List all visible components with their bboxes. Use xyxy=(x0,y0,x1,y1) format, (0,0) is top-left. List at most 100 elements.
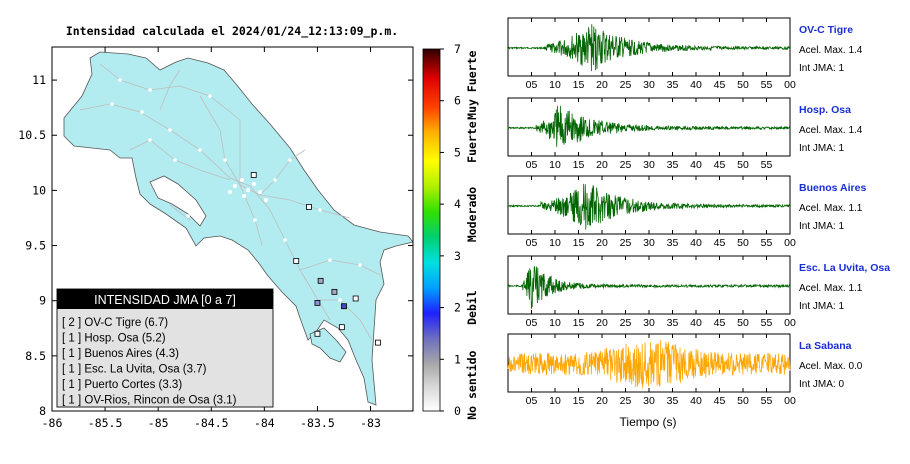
waveform-tick-label: 20 xyxy=(596,79,608,91)
map-x-tick-label: -84 xyxy=(254,416,275,430)
station-marker xyxy=(293,258,300,264)
waveform-tick-label: 55 xyxy=(761,317,773,329)
map-x-tick-label: -83 xyxy=(360,416,381,430)
waveform-tick-label: 05 xyxy=(526,317,538,329)
waveform-trace xyxy=(507,105,791,147)
map-frame xyxy=(51,46,414,412)
waveform-tick-label: 00 xyxy=(784,79,796,91)
colorbar-gradient xyxy=(422,48,441,412)
station-marker xyxy=(314,300,321,306)
waveform-tick-label: 40 xyxy=(690,159,702,171)
waveform-tick-label: 05 xyxy=(526,237,538,249)
waveform-tick-label: 55 xyxy=(761,237,773,249)
legend-entry: [ 1 ] Hosp. Osa (5.2) xyxy=(62,333,166,345)
map-y-axis: 11 10.5 10 9.5 9 8.5 8 xyxy=(18,73,413,418)
station-marker xyxy=(331,288,338,295)
station-name: Hosp. Osa xyxy=(799,104,851,116)
waveform-panel: 05 10 15 20 25 30 35 40 45 50 55 00 OV-C Tigre Acel. … xyxy=(507,17,863,91)
waveform-tick-label: 10 xyxy=(549,79,561,91)
legend-entry: [ 2 ] OV-C Tigre (6.7) xyxy=(62,317,168,329)
waveform-tick-label: 30 xyxy=(643,159,655,171)
jma-intensity-label: Int JMA: 0 xyxy=(799,379,844,390)
town-markers xyxy=(110,78,362,302)
waveform-tick-label: 40 xyxy=(690,79,702,91)
waveform-tick-label: 40 xyxy=(690,317,702,329)
accel-max-label: Acel. Max. 1.4 xyxy=(799,125,863,136)
waveform-frame xyxy=(507,255,791,315)
legend-title: INTENSIDAD JMA [0 a 7] xyxy=(94,293,236,307)
waveform-trace xyxy=(507,339,791,389)
waveform-trace xyxy=(507,183,791,230)
colorbar-tick-label: 5 xyxy=(454,145,461,159)
waveform-tick-label: 45 xyxy=(714,317,726,329)
colorbar-category-label: Debil xyxy=(465,290,479,325)
jma-intensity-label: Int JMA: 1 xyxy=(799,221,844,232)
waveform-tick-label: 10 xyxy=(549,237,561,249)
waveform-tick-label: 25 xyxy=(620,79,632,91)
waveform-tick-label: 35 xyxy=(667,237,679,249)
station-name: Buenos Aires xyxy=(799,182,866,194)
time-axis-label: Tiempo (s) xyxy=(620,415,677,429)
intensity-colorbar: 0 1 2 3 4 5 6 7 No sentido Debil Moderado FuerteMu… xyxy=(422,42,479,420)
waveform-tick-label: 50 xyxy=(737,395,749,407)
waveform-tick-label: 45 xyxy=(714,159,726,171)
colorbar-category-label: Fuerte xyxy=(465,121,479,163)
colorbar-tick-label: 4 xyxy=(454,197,461,211)
map-x-tick-label: -84.5 xyxy=(194,416,229,430)
waveform-tick-label: 10 xyxy=(549,317,561,329)
waveform-tick-label: 35 xyxy=(667,159,679,171)
waveform-tick-label: 20 xyxy=(596,395,608,407)
map-x-tick-label: -83.5 xyxy=(300,416,335,430)
station-marker xyxy=(306,204,312,210)
waveform-tick-label: 35 xyxy=(667,395,679,407)
legend-entry: [ 1 ] Puerto Cortes (3.3) xyxy=(62,379,182,391)
jma-intensity-label: Int JMA: 1 xyxy=(799,143,844,154)
colorbar-tick-label: 1 xyxy=(454,352,461,366)
station-marker xyxy=(352,295,359,302)
waveform-panel: 05 10 15 20 25 30 35 40 45 50 55 Hosp. Osa Acel. Max… xyxy=(507,97,863,171)
colorbar-tick-label: 7 xyxy=(454,42,461,56)
waveform-tick-label: 55 xyxy=(761,79,773,91)
accel-max-label: Acel. Max. 1.1 xyxy=(799,203,863,214)
waveform-tick-label: 35 xyxy=(667,79,679,91)
map-x-tick-label: -86 xyxy=(42,416,63,430)
waveform-tick-label: 40 xyxy=(690,395,702,407)
map-x-tick-label: -85 xyxy=(148,416,169,430)
station-name: OV-C Tigre xyxy=(799,24,853,36)
waveform-tick-label: 50 xyxy=(737,237,749,249)
waveform-trace xyxy=(507,266,791,309)
waveform-tick-label: 10 xyxy=(549,159,561,171)
waveform-tick-label: 20 xyxy=(596,317,608,329)
waveform-tick-label: 30 xyxy=(643,395,655,407)
waveform-tick-label: 30 xyxy=(643,79,655,91)
station-marker xyxy=(338,324,345,331)
waveform-tick-label: 15 xyxy=(573,395,585,407)
jma-intensity-label: Int JMA: 1 xyxy=(799,63,844,74)
waveform-tick-label: 50 xyxy=(737,79,749,91)
colorbar-category-label: Moderado xyxy=(465,187,479,242)
station-marker xyxy=(314,330,321,337)
accel-max-label: Acel. Max. 1.1 xyxy=(799,283,863,294)
legend-entry: [ 1 ] OV-Rios, Rincon de Osa (3.1) xyxy=(62,395,237,407)
waveform-tick-label: 00 xyxy=(784,237,796,249)
waveform-panel: 05 10 15 20 25 30 35 40 45 50 55 00 La Sabana Acel. M… xyxy=(507,333,863,407)
nicoya-gulf xyxy=(149,175,207,227)
intensity-legend: INTENSIDAD JMA [0 a 7] [ 2 ] OV-C Tigre … xyxy=(56,288,274,408)
station-marker xyxy=(375,339,381,346)
waveform-tick-label: 45 xyxy=(714,237,726,249)
waveform-tick-label: 20 xyxy=(596,159,608,171)
map-x-axis: -86 -85.5 -85 -84.5 -84 -83.5 -83 xyxy=(42,47,381,430)
map-y-tick-label: 8.5 xyxy=(25,349,46,363)
map-y-tick-label: 9.5 xyxy=(25,239,46,253)
waveform-tick-label: 30 xyxy=(643,317,655,329)
map-y-tick-label: 10.5 xyxy=(18,128,46,142)
colorbar-category-label: Muy Fuerte xyxy=(465,51,479,120)
map-x-tick-label: -85.5 xyxy=(88,416,123,430)
waveform-panel: 05 10 15 20 25 30 35 40 45 50 55 00 Esc. La Uvita, O… xyxy=(507,255,890,329)
waveform-tick-label: 25 xyxy=(620,237,632,249)
jma-intensity-label: Int JMA: 1 xyxy=(799,301,844,312)
waveform-tick-label: 20 xyxy=(596,237,608,249)
colorbar-category-label: No sentido xyxy=(465,350,479,419)
